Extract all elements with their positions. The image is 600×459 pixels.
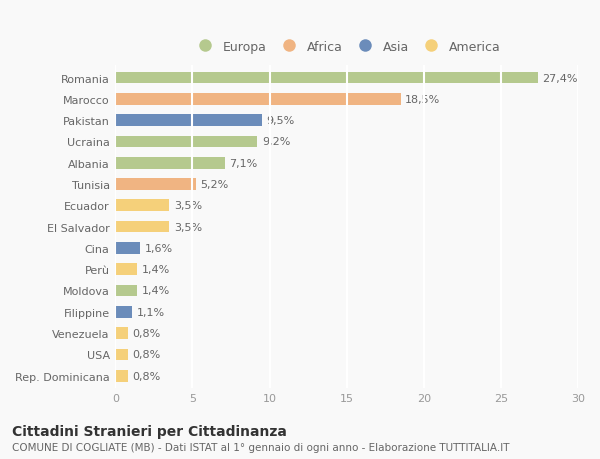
Bar [115,221,169,233]
Text: 9,5%: 9,5% [266,116,295,126]
Text: 3,5%: 3,5% [174,222,202,232]
Bar [115,349,128,360]
Bar [115,306,132,318]
Text: 1,1%: 1,1% [137,307,165,317]
Text: 0,8%: 0,8% [132,328,161,338]
Text: 18,5%: 18,5% [405,95,440,105]
Bar [115,136,257,148]
Bar [115,94,401,106]
Bar [115,264,137,275]
Text: COMUNE DI COGLIATE (MB) - Dati ISTAT al 1° gennaio di ogni anno - Elaborazione T: COMUNE DI COGLIATE (MB) - Dati ISTAT al … [12,442,509,452]
Text: Cittadini Stranieri per Cittadinanza: Cittadini Stranieri per Cittadinanza [12,425,287,438]
Bar [115,242,140,254]
Bar [115,285,137,297]
Text: 9,2%: 9,2% [262,137,290,147]
Text: 1,6%: 1,6% [145,243,173,253]
Text: 3,5%: 3,5% [174,201,202,211]
Text: 1,4%: 1,4% [142,286,170,296]
Bar [115,200,169,212]
Bar [115,73,538,84]
Bar [115,328,128,339]
Text: 27,4%: 27,4% [542,73,578,84]
Bar [115,370,128,382]
Text: 7,1%: 7,1% [229,158,257,168]
Text: 0,8%: 0,8% [132,350,161,359]
Text: 5,2%: 5,2% [200,179,229,190]
Bar [115,157,225,169]
Text: 0,8%: 0,8% [132,371,161,381]
Bar [115,115,262,127]
Legend: Europa, Africa, Asia, America: Europa, Africa, Asia, America [190,38,503,56]
Text: 1,4%: 1,4% [142,265,170,274]
Bar [115,179,196,190]
